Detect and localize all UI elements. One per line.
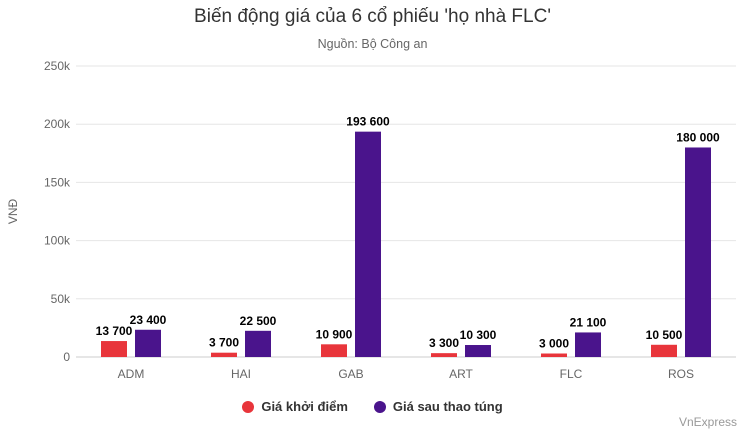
legend: Giá khởi điểm Giá sau thao túng (0, 399, 745, 414)
x-tick-label: GAB (338, 367, 363, 381)
bar[interactable] (541, 353, 567, 357)
legend-item-after-price[interactable]: Giá sau thao túng (373, 399, 503, 414)
data-label: 21 100 (570, 315, 607, 329)
bar[interactable] (465, 345, 491, 357)
bar[interactable] (431, 353, 457, 357)
x-tick-label: ADM (118, 367, 145, 381)
chart-title: Biến động giá của 6 cổ phiếu 'họ nhà FLC… (194, 6, 551, 27)
data-label: 10 500 (646, 328, 683, 342)
data-label: 10 900 (316, 327, 353, 341)
bar[interactable] (355, 131, 381, 357)
bar[interactable] (575, 332, 601, 357)
y-axis-label: VNĐ (6, 199, 20, 225)
data-label: 10 300 (460, 328, 497, 342)
y-tick-label: 150k (44, 175, 71, 189)
legend-label-after-price: Giá sau thao túng (392, 399, 503, 414)
bar[interactable] (101, 341, 127, 357)
data-label: 3 300 (429, 336, 459, 350)
credit-text[interactable]: VnExpress (678, 415, 737, 429)
bar[interactable] (685, 147, 711, 357)
y-tick-label: 50k (51, 292, 71, 306)
bar[interactable] (245, 330, 271, 357)
y-tick-label: 250k (44, 59, 71, 73)
y-tick-label: 100k (44, 234, 71, 248)
data-label: 13 700 (96, 324, 133, 338)
y-tick-label: 200k (44, 117, 71, 131)
data-label: 23 400 (130, 313, 167, 327)
x-tick-label: FLC (560, 367, 583, 381)
chart-subtitle: Nguồn: Bộ Công an (317, 37, 428, 51)
legend-marker-after-price (373, 400, 386, 413)
data-label: 193 600 (346, 115, 390, 129)
bar[interactable] (211, 352, 237, 357)
data-label: 22 500 (240, 314, 277, 328)
legend-marker-start-price (242, 400, 255, 413)
data-label: 3 000 (539, 337, 569, 351)
data-label: 180 000 (676, 130, 720, 144)
x-tick-label: ART (449, 367, 473, 381)
bar[interactable] (321, 344, 347, 357)
bar[interactable] (135, 329, 161, 357)
legend-label-start-price: Giá khởi điểm (261, 399, 348, 414)
x-tick-label: HAI (231, 367, 251, 381)
legend-item-start-price[interactable]: Giá khởi điểm (242, 399, 348, 414)
y-tick-label: 0 (63, 350, 70, 364)
bar[interactable] (651, 344, 677, 357)
x-tick-label: ROS (668, 367, 694, 381)
data-label: 3 700 (209, 336, 239, 350)
